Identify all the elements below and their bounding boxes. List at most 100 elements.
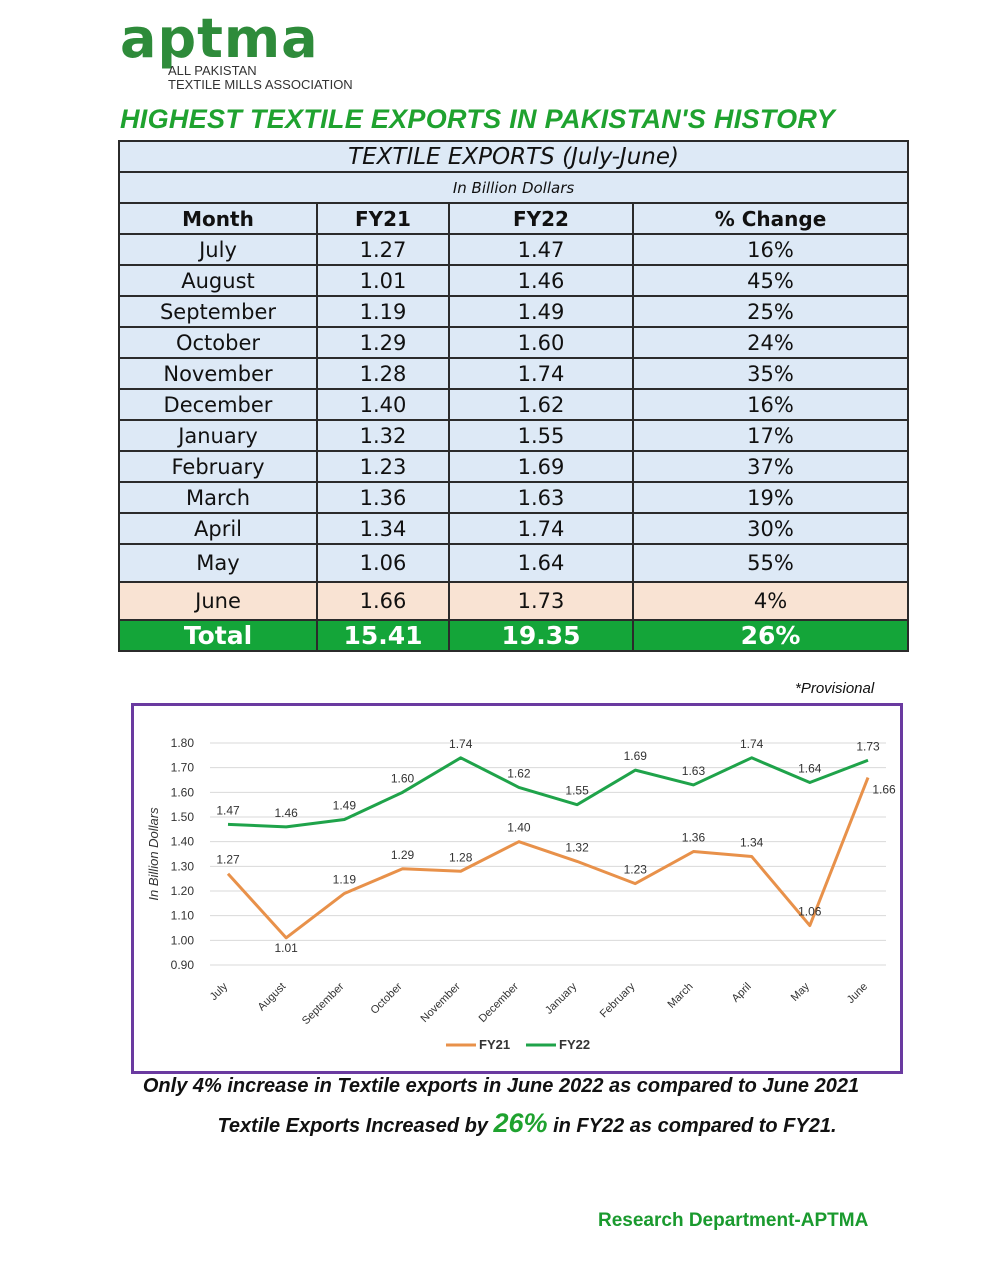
y-tick-label: 1.20 [171,884,195,898]
data-label: 1.40 [507,821,531,835]
data-label: 1.29 [391,848,415,862]
total-row: Total 15.41 19.35 26% [118,619,910,652]
data-label: 1.27 [216,853,240,867]
cell-fy22: 1.74 [448,357,634,390]
cell-month: October [118,326,318,359]
table-row: July 1.27 1.47 16% [118,233,910,266]
total-change: 26% [631,619,910,652]
y-tick-label: 0.90 [171,958,195,972]
y-tick-label: 1.60 [171,785,195,799]
cell-fy21: 1.19 [316,295,450,328]
cell-month: July [118,233,318,266]
table-row: March 1.36 1.63 19% [118,481,910,514]
x-tick-label: March [665,981,695,1011]
provisional-note: *Provisional [795,680,875,697]
table-row: April 1.34 1.74 30% [118,512,910,545]
cell-fy21: 1.40 [316,388,450,421]
cell-fy22: 1.63 [448,481,634,514]
table-unit: In Billion Dollars [117,171,910,204]
cell-month: June [118,581,318,621]
cell-change: 16% [631,388,910,421]
data-label: 1.46 [275,806,299,820]
cell-change: 37% [631,450,910,483]
cell-month: December [118,388,318,421]
data-label: 1.28 [449,850,473,864]
cell-fy22: 1.69 [448,450,634,483]
data-label: 1.73 [856,739,880,753]
cell-fy21: 1.32 [316,419,450,452]
series-line-fy22 [227,756,869,829]
data-label: 1.36 [682,831,706,845]
exports-table: TEXTILE EXPORTS (July-June) In Billion D… [117,140,910,652]
page-headline: HIGHEST TEXTILE EXPORTS IN PAKISTAN'S HI… [120,104,836,134]
logo-sub-line2: TEXTILE MILLS ASSOCIATION [168,77,353,92]
cell-fy21: 1.34 [316,512,450,545]
y-tick-label: 1.00 [171,933,195,947]
cell-month: April [118,512,318,545]
line-chart: 0.90 1.00 1.10 1.20 1.30 1.40 1.50 1.60 1.70 1.80… [146,736,896,1052]
cell-fy22: 1.46 [448,264,634,297]
table-row: June 1.66 1.73 4% [118,581,910,621]
table-row: November 1.28 1.74 35% [118,357,910,390]
cell-change: 45% [631,264,910,297]
cell-change: 17% [631,419,910,452]
table-row: September 1.19 1.49 25% [118,295,910,328]
data-label: 1.19 [333,872,357,886]
table-row: August 1.01 1.46 45% [118,264,910,297]
data-label: 1.62 [507,766,531,780]
x-tick-label: April [730,981,754,1005]
data-label: 1.66 [872,783,896,797]
total-fy21: 15.41 [316,619,450,652]
data-label: 1.47 [216,803,240,817]
y-tick-label: 1.10 [171,909,195,923]
table-title: TEXTILE EXPORTS (July-June) [117,140,910,173]
data-label: 1.60 [391,771,415,785]
x-tick-label: May [789,980,813,1004]
cell-fy22: 1.49 [448,295,634,328]
data-label: 1.23 [624,863,648,877]
cell-fy21: 1.29 [316,326,450,359]
x-tick-label: November [418,980,463,1025]
cell-month: August [118,264,318,297]
cell-fy22: 1.55 [448,419,634,452]
cell-fy21: 1.01 [316,264,450,297]
cell-fy21: 1.23 [316,450,450,483]
y-tick-label: 1.40 [171,835,195,849]
logo-sub-line1: ALL PAKISTAN [168,63,257,78]
footnote-fy22-pre: Textile Exports Increased by [217,1115,494,1137]
cell-fy22: 1.73 [448,581,634,621]
cell-fy22: 1.64 [448,543,634,583]
total-fy22: 19.35 [448,619,634,652]
table-row: February 1.23 1.69 37% [118,450,910,483]
cell-fy22: 1.60 [448,326,634,359]
data-label: 1.74 [449,737,473,751]
cell-fy22: 1.62 [448,388,634,421]
table-row: May 1.06 1.64 55% [118,543,910,583]
total-label: Total [118,619,318,652]
x-tick-label: June [845,981,870,1006]
y-tick-label: 1.30 [171,859,195,873]
data-label: 1.34 [740,835,764,849]
cell-change: 30% [631,512,910,545]
footnote-june: Only 4% increase in Textile exports in J… [142,1075,860,1097]
line-chart-panel: 0.90 1.00 1.10 1.20 1.30 1.40 1.50 1.60 1.70 1.80… [131,703,903,1074]
x-tick-label: December [477,980,522,1025]
data-label: 1.63 [682,764,706,778]
y-tick-label: 1.70 [171,761,195,775]
x-tick-label: January [543,980,580,1017]
x-tick-label: October [369,980,405,1016]
table-row: December 1.40 1.62 16% [118,388,910,421]
research-credit: Research Department-APTMA [598,1210,869,1231]
data-label: 1.32 [565,840,589,854]
table-row: January 1.32 1.55 17% [118,419,910,452]
cell-month: March [118,481,318,514]
table-body: July 1.27 1.47 16% August 1.01 1.46 45% Septembe… [118,233,910,621]
data-label: 1.55 [565,784,589,798]
aptma-logo: aptma ALL PAKISTAN TEXTILE MILLS ASSOCIA… [120,12,353,92]
cell-month: February [118,450,318,483]
cell-change: 16% [631,233,910,266]
cell-change: 35% [631,357,910,390]
x-tick-label: February [598,980,638,1020]
cell-fy21: 1.28 [316,357,450,390]
header-fy22: FY22 [448,202,634,235]
